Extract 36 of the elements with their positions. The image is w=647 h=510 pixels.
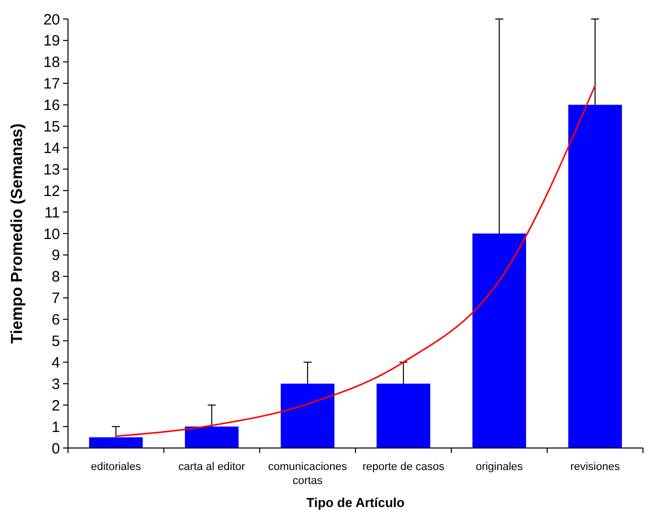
x-axis-title: Tipo de Artículo [306,495,405,510]
y-tick-label: 9 [52,247,60,264]
y-tick-label: 6 [52,312,60,329]
y-tick-label: 4 [52,354,60,372]
y-axis-title: Tiempo Promedio (Semanas) [9,123,26,344]
y-tick-label: 0 [52,440,60,458]
y-tick-label: 8 [52,268,60,286]
y-tick-label: 7 [52,290,60,308]
bar [376,384,430,448]
y-tick-label: 19 [43,32,60,50]
y-tick-label: 13 [43,161,60,178]
x-tick-label: revisiones [570,461,620,473]
y-tick-label: 5 [52,333,60,350]
bar [89,437,143,448]
bar [280,384,334,448]
x-tick-label: editoriales [90,461,142,473]
y-tick-label: 1 [52,418,60,436]
x-tick-label: carta al editor [178,461,246,473]
bar [568,104,622,448]
y-tick-label: 14 [43,140,60,157]
x-tick-label: reporte de casos [362,461,445,473]
y-tick-label: 12 [43,182,60,200]
y-tick-label: 3 [52,376,60,393]
bar [184,426,239,448]
y-tick-label: 10 [43,226,60,243]
y-tick-label: 16 [43,97,60,114]
y-tick-label: 11 [44,204,60,222]
y-tick-label: 18 [43,54,60,72]
y-tick-label: 17 [43,76,60,93]
y-tick-label: 20 [43,11,60,28]
y-tick-label: 2 [52,397,60,414]
x-tick-label: comunicaciones cortas [268,461,348,487]
x-tick-label: originales [476,461,524,473]
line-series [115,84,596,437]
y-tick-label: 15 [43,118,60,136]
bar [472,234,526,448]
